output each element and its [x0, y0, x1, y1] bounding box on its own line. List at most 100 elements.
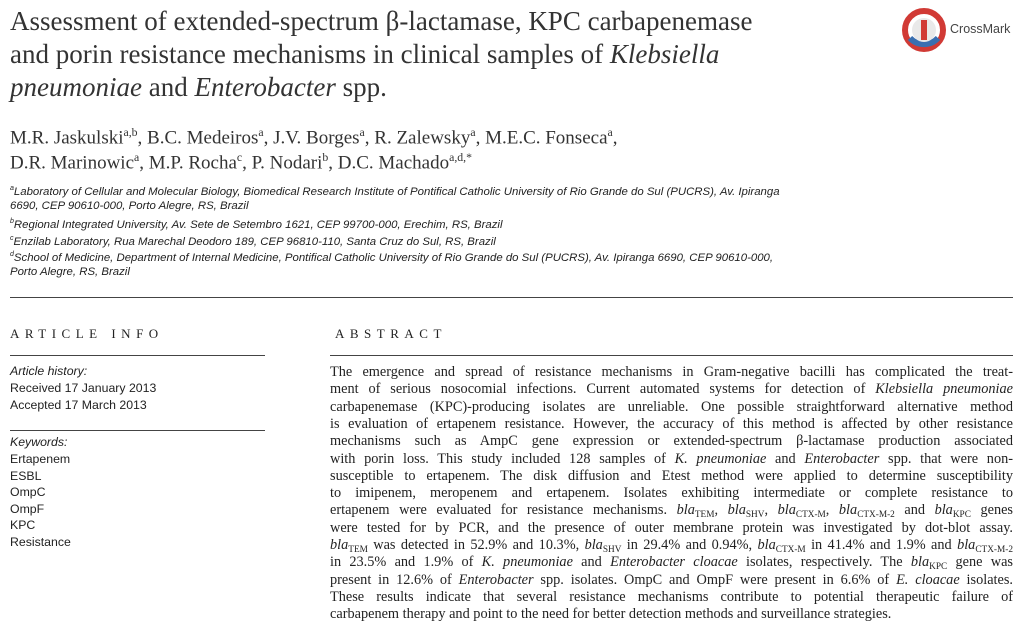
- text-run: bla: [910, 554, 930, 571]
- text-run: bla: [727, 502, 746, 519]
- text-run: bla: [934, 502, 953, 519]
- author-affiliation: a,d,*: [449, 151, 472, 164]
- affiliation-text: Enzilab Laboratory, Rua Marechal Deodoro…: [13, 235, 496, 248]
- text-run: pneumoniae: [10, 72, 142, 102]
- text-run: bla: [777, 502, 796, 519]
- text-run: Enterobacter: [804, 450, 880, 467]
- author-name: B.C. Medeiros: [147, 127, 259, 149]
- affiliation-mark: b: [10, 218, 14, 226]
- text-run: mechanisms such as AmpC gene expression …: [330, 433, 1013, 450]
- affiliation-line: bRegional Integrated University, Av. Set…: [10, 214, 503, 233]
- text-run: bla: [676, 502, 695, 519]
- text-run: in 29.4% and 0.94%,: [621, 537, 758, 553]
- text-run: Klebsiella: [609, 39, 720, 69]
- history-label: Article history:: [10, 364, 88, 378]
- text-run: with porin loss. This study included 128…: [330, 450, 675, 467]
- abstract-line: were tested for by PCR, and the presence…: [330, 520, 1013, 537]
- text-run: bla: [330, 537, 349, 553]
- affiliation-mark: a: [10, 185, 14, 192]
- separator: ,: [328, 152, 334, 174]
- text-run: genes: [970, 502, 1013, 519]
- author-line: D.R. Marinowica, M.P. Rochac, P. Nodarib…: [10, 146, 472, 175]
- text-run: Enterobacter: [458, 571, 534, 588]
- text-run: CTX-M-2: [975, 545, 1013, 555]
- author-name: D.C. Machado: [337, 152, 450, 174]
- text-run: TEM: [694, 510, 715, 521]
- divider: [10, 297, 1013, 298]
- text-run: isolates, respectively. The: [737, 554, 911, 571]
- affiliation-line: cEnzilab Laboratory, Rua Marechal Deodor…: [10, 231, 496, 250]
- text-run: bla: [757, 537, 776, 553]
- author-name: R. Zalewsky: [374, 127, 471, 149]
- text-run: gene was: [947, 554, 1013, 571]
- text-run: to imipenem, meropenem and ertapenem. Is…: [330, 485, 1013, 502]
- text-run: and porin resistance mechanisms in clini…: [10, 39, 610, 69]
- history-item: Accepted 17 March 2013: [10, 398, 147, 412]
- abstract-line: carbapenem therapy and point to the need…: [330, 606, 1013, 623]
- author-name: M.E.C. Fonseca: [485, 127, 608, 149]
- keyword: OmpF: [10, 501, 45, 516]
- keyword: KPC: [10, 518, 36, 533]
- abstract-line: susceptible to ertapenem. The disk diffu…: [330, 468, 1013, 485]
- affiliation-line: aLaboratory of Cellular and Molecular Bi…: [10, 181, 780, 200]
- text-run: bla: [584, 537, 603, 553]
- author-name: J.V. Borges: [273, 127, 360, 149]
- divider: [10, 355, 265, 356]
- keyword: OmpC: [10, 485, 46, 500]
- abstract-line: These results indicate that several resi…: [330, 589, 1013, 606]
- abstract-line: ertapenem were evaluated for resistance …: [330, 502, 1013, 524]
- separator: ,: [612, 127, 618, 149]
- affiliation-mark: c: [10, 234, 14, 242]
- author-affiliation: a: [470, 126, 476, 139]
- author-name: P. Nodari: [251, 152, 323, 174]
- title-line: and porin resistance mechanisms in clini…: [10, 37, 719, 71]
- text-run: TEM: [348, 545, 368, 555]
- text-run: and: [766, 450, 805, 467]
- section-heading: ABSTRACT: [335, 326, 447, 341]
- separator: ,: [364, 127, 370, 149]
- text-run: SHV: [745, 510, 765, 521]
- text-run: was detected in 52.9% and 10.3%,: [367, 537, 585, 553]
- text-run: and: [572, 554, 611, 571]
- text-run: KPC: [929, 562, 948, 573]
- abstract-line: The emergence and spread of resistance m…: [330, 364, 1013, 381]
- text-run: CTX-M: [775, 545, 806, 555]
- text-run: susceptible to ertapenem. The disk diffu…: [330, 467, 1013, 484]
- affiliation-line: dSchool of Medicine, Department of Inter…: [10, 247, 773, 266]
- text-run: ,: [714, 502, 728, 519]
- affiliation-text: Porto Alegre, RS, Brazil: [10, 266, 130, 278]
- text-run: KPC: [952, 510, 971, 521]
- text-run: spp. isolates. OmpC and OmpF were presen…: [533, 571, 897, 588]
- text-run: spp.: [335, 72, 387, 102]
- abstract-line: ment of serious nosocomial infections. C…: [330, 381, 1013, 398]
- author-affiliation: a,b: [123, 126, 138, 139]
- author-affiliation: c: [236, 151, 243, 164]
- affiliation-line: Porto Alegre, RS, Brazil: [10, 264, 130, 280]
- keywords-label: Keywords:: [10, 435, 68, 449]
- text-run: CTX-M-2: [857, 510, 895, 521]
- keyword: Resistance: [10, 535, 71, 549]
- text-run: in 23.5% and 1.9% of: [330, 554, 482, 571]
- author-line: M.R. Jaskulskia,b, B.C. Medeirosa, J.V. …: [10, 121, 617, 150]
- text-run: CTX-M: [795, 510, 826, 521]
- separator: ,: [137, 127, 143, 149]
- affiliation-text: 6690, CEP 90610-000, Porto Alegre, RS, B…: [10, 199, 249, 212]
- affiliation-text: Regional Integrated University, Av. Sete…: [13, 218, 503, 231]
- text-run: Assessment of extended-spectrum β-lactam…: [10, 6, 753, 36]
- separator: ,: [139, 152, 144, 174]
- author-affiliation: a: [359, 126, 365, 139]
- author-affiliation: a: [258, 126, 264, 139]
- text-run: and: [141, 72, 195, 102]
- text-run: ,: [825, 502, 839, 519]
- history-item: Received 17 January 2013: [10, 381, 157, 395]
- keyword: ESBL: [10, 468, 42, 483]
- text-run: isolates.: [959, 571, 1013, 588]
- title-line: Assessment of extended-spectrum β-lactam…: [10, 4, 752, 38]
- text-run: ertapenem were evaluated for resistance …: [330, 502, 677, 519]
- author-name: M.R. Jaskulski: [10, 127, 124, 149]
- text-run: Enterobacter: [194, 72, 336, 102]
- text-run: Enterobacter cloacae: [610, 554, 738, 571]
- abstract-line: carbapenemase (KPC)-producing isolates a…: [330, 399, 1013, 416]
- text-run: in 41.4% and 1.9% and: [805, 537, 958, 553]
- text-run: K. pneumoniae: [674, 450, 767, 467]
